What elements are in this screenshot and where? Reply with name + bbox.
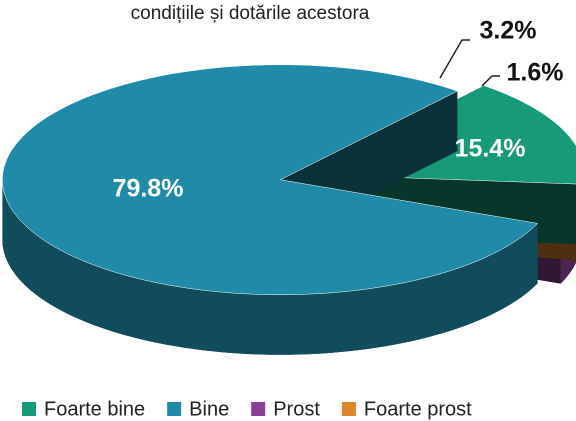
legend-swatch: [251, 402, 266, 416]
slice: [2, 64, 539, 296]
leader-line: [481, 75, 500, 87]
legend-swatch: [341, 402, 356, 416]
legend-swatch: [22, 402, 36, 416]
data-label: 15.4%: [455, 135, 526, 163]
slice-side: [2, 179, 538, 355]
leader-line: [439, 39, 470, 79]
legend: Foarte bine Bine Prost Foarte prost: [22, 398, 472, 420]
chart-title: condițiile și dotările acestora: [131, 3, 370, 24]
legend-swatch: [167, 402, 182, 416]
pie: [2, 64, 576, 355]
legend-label: Bine: [189, 398, 229, 420]
legend-label: Foarte bine: [44, 398, 145, 420]
data-label: 1.6%: [507, 59, 564, 87]
legend-label: Prost: [273, 398, 320, 420]
data-label: 79.8%: [113, 175, 184, 203]
legend-label: Foarte prost: [364, 398, 472, 420]
data-label: 3.2%: [480, 17, 537, 45]
labels: 15.4% 79.8% 3.2% 1.6%: [113, 17, 564, 203]
